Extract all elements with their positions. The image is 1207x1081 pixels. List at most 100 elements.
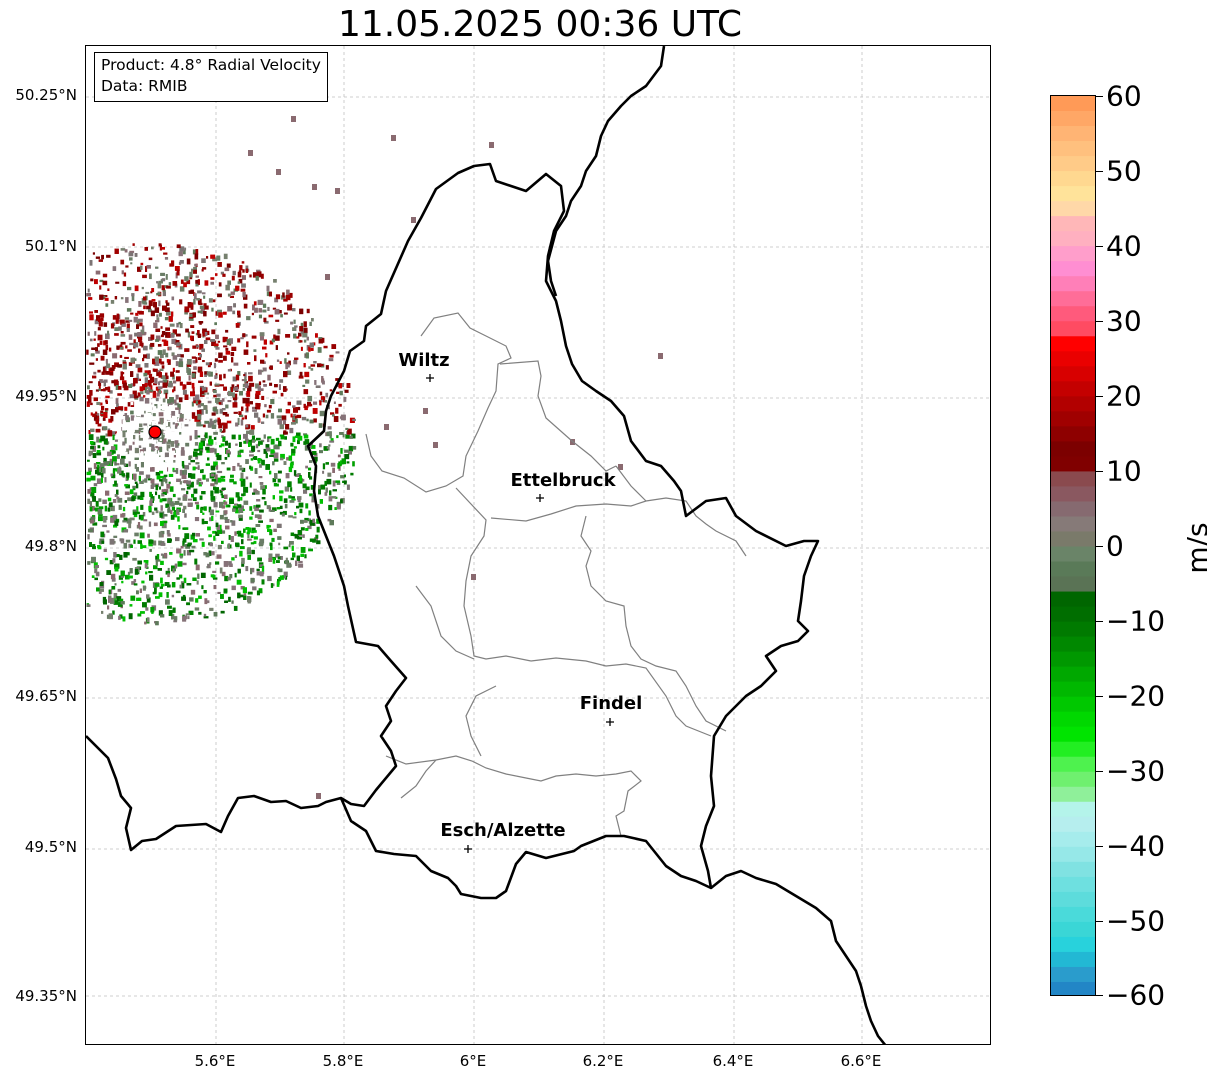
colorbar-segment — [1051, 501, 1095, 518]
colorbar-segment — [1051, 531, 1095, 548]
lat-label-50.25: 50.25°N — [15, 86, 77, 104]
product-info-box: Product: 4.8° Radial Velocity Data: RMIB — [94, 52, 328, 102]
colorbar-segment — [1051, 921, 1095, 938]
colorbar-segment — [1051, 726, 1095, 743]
colorbar-segment — [1051, 576, 1095, 593]
colorbar-segment — [1051, 771, 1095, 788]
colorbar-segment — [1051, 336, 1095, 352]
lon-label-6.6: 6.6°E — [840, 1052, 882, 1070]
colorbar-segment — [1051, 711, 1095, 728]
canton-boundary-center-east — [580, 465, 727, 732]
lat-label-49.35: 49.35°N — [15, 987, 77, 1005]
colorbar-segment — [1051, 741, 1095, 758]
colorbar-tick-minus40 — [1096, 846, 1103, 847]
colorbar-segment — [1051, 936, 1095, 953]
colorbar-label-20: 20 — [1106, 379, 1142, 413]
colorbar-label-minus60: −60 — [1106, 978, 1166, 1012]
canton-boundary-southwest — [400, 759, 437, 799]
colorbar-tick-minus60 — [1096, 995, 1103, 996]
lat-label-50.1: 50.1°N — [24, 237, 77, 255]
colorbar-segment — [1051, 456, 1095, 473]
colorbar-tick-minus30 — [1096, 771, 1103, 772]
colorbar-segment — [1051, 861, 1095, 878]
colorbar-label-minus30: −30 — [1106, 754, 1166, 788]
lat-label-49.5: 49.5°N — [24, 838, 77, 856]
map-title: 11.05.2025 00:36 UTC — [337, 4, 743, 45]
canton-boundary-east — [490, 497, 747, 557]
colorbar-label-30: 30 — [1106, 304, 1142, 338]
colorbar-unit-label: m/s — [1181, 522, 1207, 574]
colorbar-tick-10 — [1096, 471, 1103, 472]
colorbar-segment — [1051, 516, 1095, 533]
colorbar-segment — [1051, 96, 1095, 112]
city-label-esch-alzette: Esch/Alzette — [440, 820, 566, 841]
colorbar-label-40: 40 — [1106, 229, 1142, 263]
colorbar-segment — [1051, 831, 1095, 848]
colorbar-segment — [1051, 471, 1095, 488]
colorbar-segment — [1051, 621, 1095, 638]
colorbar-segment — [1051, 156, 1095, 172]
lon-label-5.8: 5.8°E — [322, 1052, 364, 1070]
canton-boundary-ettelbruck — [499, 360, 617, 472]
colorbar-segment — [1051, 321, 1095, 337]
colorbar-label-minus20: −20 — [1106, 679, 1166, 713]
lon-label-6.2: 6.2°E — [582, 1052, 624, 1070]
city-label-ettelbruck: Ettelbruck — [510, 470, 616, 491]
colorbar-segment — [1051, 261, 1095, 277]
map-panel[interactable] — [85, 45, 991, 1045]
colorbar-segment — [1051, 876, 1095, 893]
colorbar-tick-minus50 — [1096, 921, 1103, 922]
lon-label-6.4: 6.4°E — [712, 1052, 754, 1070]
city-marker-esch — [464, 845, 472, 853]
colorbar-tick-30 — [1096, 321, 1103, 322]
colorbar-segment — [1051, 291, 1095, 307]
canton-boundary-west — [415, 585, 497, 757]
city-marker-findel — [606, 718, 614, 726]
colorbar-label-60: 60 — [1106, 79, 1142, 113]
colorbar-segment — [1051, 246, 1095, 262]
city-label-wiltz: Wiltz — [398, 350, 450, 371]
colorbar-tick-0 — [1096, 546, 1103, 547]
colorbar-segment — [1051, 486, 1095, 503]
colorbar-tick-minus10 — [1096, 621, 1103, 622]
colorbar-segment — [1051, 366, 1095, 382]
product-label: Product: 4.8° Radial Velocity — [101, 56, 321, 74]
colorbar-label-0: 0 — [1106, 529, 1124, 563]
colorbar-segment — [1051, 351, 1095, 367]
colorbar-segment — [1051, 756, 1095, 773]
canton-boundary-south — [385, 755, 642, 837]
lat-label-49.8: 49.8°N — [24, 537, 77, 555]
colorbar-segment — [1051, 141, 1095, 157]
colorbar-segment — [1051, 666, 1095, 683]
colorbar-segment — [1051, 276, 1095, 292]
velocity-colorbar — [1050, 95, 1096, 996]
colorbar-segment — [1051, 651, 1095, 668]
colorbar-label-minus10: −10 — [1106, 604, 1166, 638]
colorbar-segment — [1051, 636, 1095, 653]
colorbar-segment — [1051, 786, 1095, 803]
canton-boundary-mid — [455, 487, 532, 662]
colorbar-label-50: 50 — [1106, 154, 1142, 188]
colorbar-segment — [1051, 411, 1095, 427]
colorbar-segment — [1051, 381, 1095, 397]
colorbar-segment — [1051, 171, 1095, 187]
colorbar-segment — [1051, 426, 1095, 442]
lat-label-49.95: 49.95°N — [15, 387, 77, 405]
gridlines — [86, 46, 990, 1044]
colorbar-segment — [1051, 966, 1095, 983]
colorbar-segment — [1051, 846, 1095, 863]
colorbar-segment — [1051, 681, 1095, 698]
lon-label-6: 6°E — [459, 1052, 487, 1070]
colorbar-segment — [1051, 591, 1095, 608]
colorbar-tick-60 — [1096, 96, 1103, 97]
colorbar-segment — [1051, 396, 1095, 412]
lat-label-49.65: 49.65°N — [15, 687, 77, 705]
city-marker-ettelbruck — [536, 494, 544, 502]
colorbar-tick-40 — [1096, 246, 1103, 247]
colorbar-tick-50 — [1096, 171, 1103, 172]
colorbar-label-minus50: −50 — [1106, 904, 1166, 938]
colorbar-segment — [1051, 906, 1095, 923]
colorbar-label-minus40: −40 — [1106, 829, 1166, 863]
colorbar-segment — [1051, 816, 1095, 833]
map-canvas — [86, 46, 990, 1044]
